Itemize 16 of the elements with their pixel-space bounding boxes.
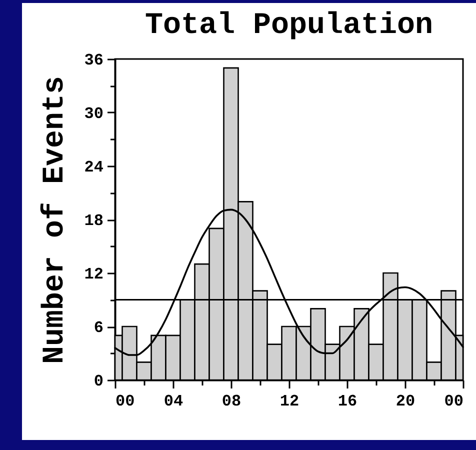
y-tick-label: 36 (84, 52, 104, 70)
x-tick-label: 00 (444, 392, 464, 410)
y-tick-label: 18 (84, 212, 104, 230)
x-tick-label: 08 (222, 392, 242, 410)
y-tick-label: 0 (94, 372, 104, 390)
x-tick-label: 20 (396, 392, 416, 410)
x-tick-label: 16 (338, 392, 358, 410)
x-tick-label: 00 (116, 392, 135, 410)
x-tick-label: 12 (280, 392, 300, 410)
chart-title: Total Population (144, 9, 434, 43)
y-tick-label: 30 (84, 105, 104, 123)
y-tick-label: 12 (84, 266, 104, 284)
y-axis-title: Number of Events (38, 76, 72, 364)
x-tick-label: 04 (164, 392, 184, 410)
y-tick-label: 6 (94, 319, 104, 337)
y-tick-label: 24 (84, 158, 104, 176)
